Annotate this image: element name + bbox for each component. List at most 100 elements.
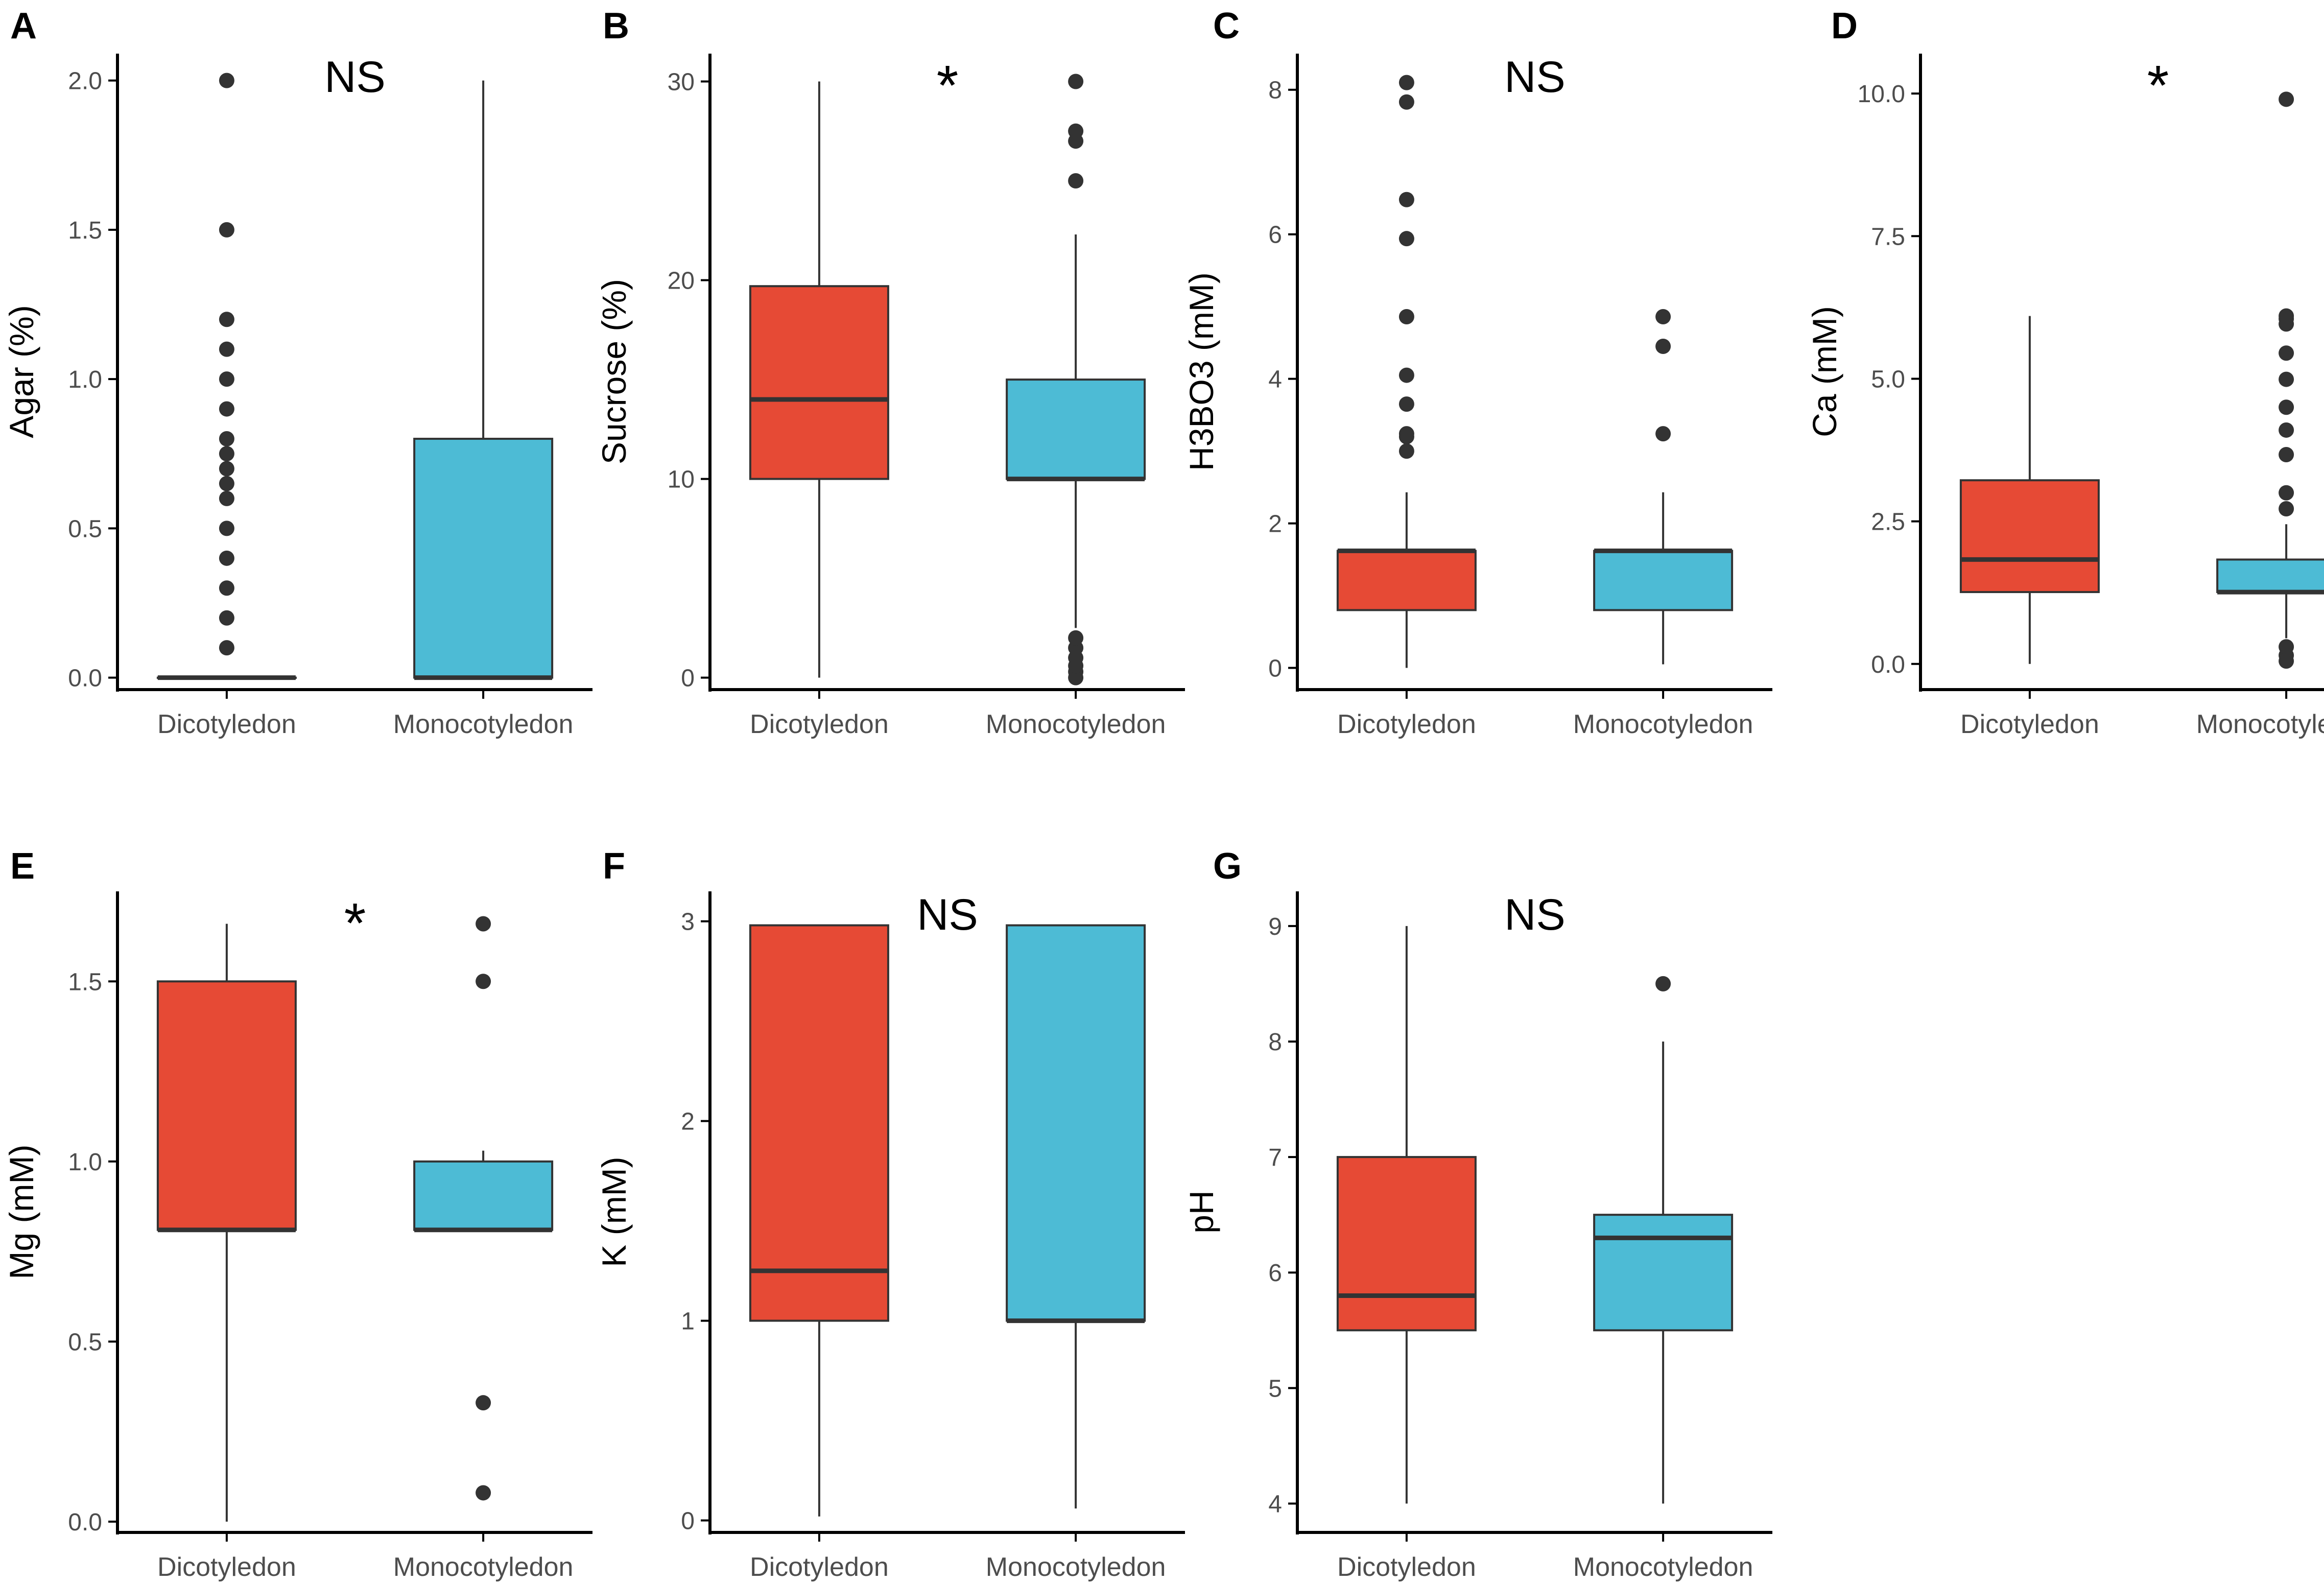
outlier-point bbox=[1655, 976, 1671, 991]
outlier-point bbox=[2279, 485, 2294, 501]
outlier-point bbox=[2279, 91, 2294, 107]
x-tick-label-monocotyledon: Monocotyledon bbox=[2196, 710, 2324, 739]
panel-g: G 4 5 6 7 8 9 pH Dicotyledon Monocotyledon NS bbox=[1182, 846, 1772, 1582]
x-tick-label-dicotyledon: Dicotyledon bbox=[750, 710, 889, 739]
significance-label: * bbox=[937, 54, 959, 117]
box-monocotyledon bbox=[2216, 91, 2324, 669]
outlier-point bbox=[219, 312, 234, 327]
box-body bbox=[1336, 1156, 1477, 1332]
y-tick-label: 4 bbox=[1268, 366, 1282, 393]
outlier-point bbox=[219, 461, 234, 477]
y-axis-title: Ca (mM) bbox=[1806, 306, 1843, 437]
box-body bbox=[749, 924, 889, 1322]
panel-label: G bbox=[1213, 846, 1242, 887]
y-tick-label: 9 bbox=[1268, 913, 1282, 940]
significance-label: NS bbox=[1504, 890, 1565, 939]
y-tick-label: 1 bbox=[681, 1308, 695, 1335]
outlier-point bbox=[219, 222, 234, 238]
outlier-point bbox=[2279, 399, 2294, 415]
box-body bbox=[413, 438, 554, 679]
y-tick-label: 0 bbox=[681, 1508, 695, 1535]
outlier-point bbox=[1398, 94, 1414, 110]
outlier-point bbox=[1068, 173, 1084, 188]
y-tick-label: 10 bbox=[668, 466, 695, 493]
box-body bbox=[749, 285, 889, 480]
outlier-point bbox=[476, 1485, 491, 1501]
panel-d: D 0.0 2.5 5.0 7.5 10.0 Ca (mM) Dicotyledon Monoc… bbox=[1806, 6, 2324, 739]
outlier-point bbox=[219, 550, 234, 566]
box-dicotyledon bbox=[749, 924, 889, 1517]
significance-label: NS bbox=[324, 53, 385, 102]
y-tick-label: 1.5 bbox=[68, 217, 102, 244]
panel-label: B bbox=[603, 6, 629, 46]
box-dicotyledon bbox=[156, 73, 297, 680]
y-tick-label: 0.0 bbox=[1871, 651, 1905, 678]
panel-label: D bbox=[1831, 6, 1858, 46]
x-tick-label-monocotyledon: Monocotyledon bbox=[986, 710, 1166, 739]
y-tick-label: 0.0 bbox=[68, 1509, 102, 1536]
outlier-point bbox=[1398, 396, 1414, 412]
y-tick-label: 20 bbox=[668, 268, 695, 295]
outlier-point bbox=[2279, 371, 2294, 387]
box-monocotyledon bbox=[413, 916, 554, 1501]
box-monocotyledon bbox=[1593, 976, 1734, 1504]
outlier-point bbox=[219, 341, 234, 357]
y-tick-label: 2 bbox=[681, 1108, 695, 1136]
panel-label: E bbox=[10, 846, 35, 887]
outlier-point bbox=[1398, 75, 1414, 90]
y-tick-label: 6 bbox=[1268, 222, 1282, 249]
outlier-point bbox=[1068, 123, 1084, 139]
y-tick-label: 6 bbox=[1268, 1260, 1282, 1287]
box-body bbox=[1006, 924, 1146, 1322]
outlier-point bbox=[476, 916, 491, 932]
y-tick-label: 2.5 bbox=[1871, 509, 1905, 536]
y-tick-label: 0.5 bbox=[68, 1329, 102, 1356]
y-tick-label: 1.0 bbox=[68, 366, 102, 393]
outlier-point bbox=[1398, 367, 1414, 383]
box-body bbox=[1593, 1214, 1734, 1332]
box-body bbox=[1959, 479, 2100, 594]
y-tick-label: 0 bbox=[1268, 655, 1282, 682]
outlier-point bbox=[1398, 443, 1414, 459]
y-tick-label: 8 bbox=[1268, 1029, 1282, 1056]
outlier-point bbox=[1398, 231, 1414, 247]
box-body bbox=[413, 1160, 554, 1231]
panel-label: F bbox=[603, 846, 625, 887]
outlier-point bbox=[2279, 501, 2294, 517]
x-tick-label-dicotyledon: Dicotyledon bbox=[1337, 710, 1476, 739]
outlier-point bbox=[219, 521, 234, 536]
y-tick-label: 30 bbox=[668, 68, 695, 96]
y-axis-title: Agar (%) bbox=[3, 305, 40, 438]
significance-label: * bbox=[344, 892, 366, 955]
box-monocotyledon bbox=[413, 80, 554, 680]
significance-label: * bbox=[2147, 54, 2169, 117]
panel-a: A 0.0 0.5 1.0 1.5 2.0 Agar (%) Dicotyledon Monoc… bbox=[3, 6, 592, 739]
outlier-point bbox=[219, 580, 234, 596]
box-monocotyledon bbox=[1006, 74, 1146, 686]
x-tick-label-monocotyledon: Monocotyledon bbox=[393, 1552, 574, 1582]
outlier-point bbox=[1068, 74, 1084, 89]
y-tick-label: 7.5 bbox=[1871, 223, 1905, 250]
box-dicotyledon bbox=[1959, 316, 2100, 664]
outlier-point bbox=[2279, 639, 2294, 655]
x-tick-label-monocotyledon: Monocotyledon bbox=[1573, 1552, 1753, 1582]
significance-label: NS bbox=[1504, 53, 1565, 102]
box-monocotyledon bbox=[1006, 924, 1146, 1509]
y-tick-label: 0 bbox=[681, 665, 695, 692]
outlier-point bbox=[2279, 308, 2294, 324]
panel-e: E 0.0 0.5 1.0 1.5 Mg (mM) Dicotyledon Monocotyl… bbox=[3, 846, 592, 1582]
outlier-point bbox=[476, 974, 491, 989]
outlier-point bbox=[219, 490, 234, 506]
outlier-point bbox=[1398, 309, 1414, 324]
panel-label: C bbox=[1213, 6, 1240, 46]
outlier-point bbox=[1398, 192, 1414, 207]
y-tick-label: 0.5 bbox=[68, 515, 102, 542]
y-tick-label: 2.0 bbox=[68, 68, 102, 95]
box-body bbox=[1336, 550, 1477, 611]
outlier-point bbox=[219, 73, 234, 88]
outlier-point bbox=[219, 610, 234, 626]
outlier-point bbox=[1068, 630, 1084, 646]
panel-f: F 0 1 2 3 K (mM) Dicotyledon Monocotyledon NS bbox=[595, 846, 1185, 1582]
y-axis-title: K (mM) bbox=[595, 1156, 633, 1267]
